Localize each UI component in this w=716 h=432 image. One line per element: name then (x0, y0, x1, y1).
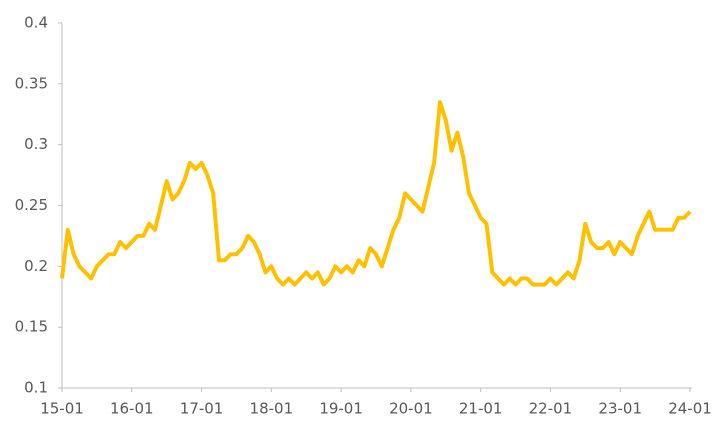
y-tick-label: 0.1 (24, 379, 48, 397)
x-tick-label: 16-01 (110, 400, 154, 418)
series-line (60, 100, 692, 287)
y-tick-label: 0.35 (15, 74, 48, 92)
x-tick-label: 18-01 (250, 400, 294, 418)
x-tick-label: 15-01 (40, 400, 84, 418)
y-tick-label: 0.2 (24, 257, 48, 275)
x-tick-label: 24-01 (668, 400, 712, 418)
y-tick-label: 0.25 (15, 196, 48, 214)
x-tick-label: 21-01 (459, 400, 503, 418)
x-tick-label: 20-01 (389, 400, 433, 418)
x-tick-label: 19-01 (319, 400, 363, 418)
x-tick-label: 22-01 (529, 400, 573, 418)
y-tick-label: 0.15 (15, 318, 48, 336)
x-tick-label: 17-01 (180, 400, 224, 418)
x-tick-label: 23-01 (598, 400, 642, 418)
y-tick-label: 0.3 (24, 135, 48, 153)
y-tick-label: 0.4 (24, 14, 48, 32)
